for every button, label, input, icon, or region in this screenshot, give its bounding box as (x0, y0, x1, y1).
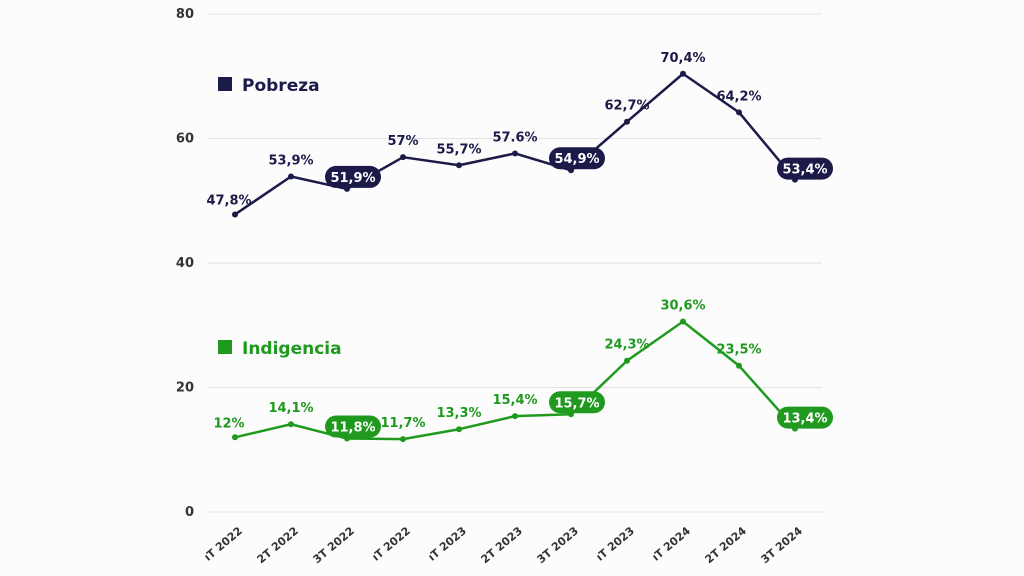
data-point-pobreza (456, 162, 462, 169)
legend-label-indigencia: Indigencia (242, 339, 342, 359)
data-label-indigencia: 12% (213, 416, 244, 431)
data-point-pobreza (288, 173, 294, 180)
data-point-pobreza (512, 150, 518, 157)
data-label-pobreza: 47,8% (206, 193, 251, 208)
data-point-pobreza (680, 70, 686, 77)
x-tick-label: ıT 2022 (370, 524, 413, 563)
legend-label-pobreza: Pobreza (242, 76, 320, 96)
data-label-indigencia: 15,7% (554, 396, 599, 411)
data-point-indigencia (456, 426, 462, 433)
data-label-pobreza: 57% (387, 134, 418, 149)
data-label-indigencia: 30,6% (660, 299, 705, 314)
data-point-indigencia (400, 436, 406, 443)
data-label-indigencia: 11,7% (380, 416, 425, 431)
data-label-indigencia: 13,3% (436, 406, 481, 421)
highlight-badge-pobreza (549, 147, 605, 170)
x-tick-label: 3T 2022 (311, 524, 357, 566)
highlight-badge-indigencia (325, 415, 381, 438)
x-tick-label: 3T 2024 (759, 524, 806, 566)
data-point-indigencia (232, 434, 238, 441)
highlight-badge-pobreza (325, 165, 381, 188)
legend-swatch-pobreza (218, 77, 232, 91)
x-tick-label: ıT 2023 (426, 524, 469, 563)
legend: Pobreza Indigencia (218, 76, 342, 359)
data-label-pobreza: 64,2% (716, 89, 761, 104)
data-point-pobreza (624, 118, 630, 125)
x-tick-label: ıT 2022 (202, 524, 245, 563)
data-label-pobreza: 53,4% (782, 163, 827, 178)
data-point-pobreza (400, 154, 406, 161)
legend-swatch-indigencia (218, 340, 232, 354)
series-layer (232, 70, 798, 443)
data-label-pobreza: 70,4% (660, 51, 705, 66)
y-tick-label: 20 (176, 381, 194, 396)
data-point-pobreza (232, 211, 238, 218)
data-label-pobreza: 55,7% (436, 142, 481, 157)
x-tick-label: 3T 2023 (535, 524, 581, 566)
data-label-pobreza: 62,7% (604, 99, 649, 114)
data-point-indigencia (288, 421, 294, 428)
y-tick-label: 0 (185, 505, 194, 520)
x-tick-label: ıT 2023 (594, 524, 637, 563)
data-point-indigencia (680, 318, 686, 325)
highlight-badge-indigencia (777, 406, 833, 429)
y-tick-label: 80 (176, 7, 194, 22)
data-label-indigencia: 24,3% (604, 338, 649, 353)
data-point-pobreza (736, 109, 742, 116)
highlight-badge-pobreza (777, 157, 833, 180)
x-tick-label: ıT 2024 (650, 524, 694, 564)
highlight-badge-indigencia (549, 391, 605, 414)
data-label-indigencia: 13,4% (782, 412, 827, 427)
label-layer: 47,8% 53,9% 51,9% 57% 55,7% 57.6% 54,9% 62,7% 70… (206, 51, 833, 438)
x-tick-label: 2T 2024 (703, 524, 750, 566)
x-tick-label: 2T 2022 (255, 524, 301, 566)
data-point-indigencia (624, 357, 630, 364)
data-label-indigencia: 15,4% (492, 393, 537, 408)
data-label-pobreza: 57.6% (492, 130, 537, 145)
data-label-indigencia: 23,5% (716, 343, 761, 358)
data-point-indigencia (512, 413, 518, 420)
data-point-indigencia (736, 362, 742, 369)
data-label-pobreza: 51,9% (330, 171, 375, 186)
x-tick-label: 2T 2023 (479, 524, 525, 566)
data-label-pobreza: 53,9% (268, 153, 313, 168)
y-tick-label: 40 (176, 256, 194, 271)
data-label-pobreza: 54,9% (554, 152, 599, 167)
y-tick-label: 60 (176, 132, 194, 147)
data-label-indigencia: 14,1% (268, 401, 313, 416)
data-label-indigencia: 11,8% (330, 421, 375, 436)
